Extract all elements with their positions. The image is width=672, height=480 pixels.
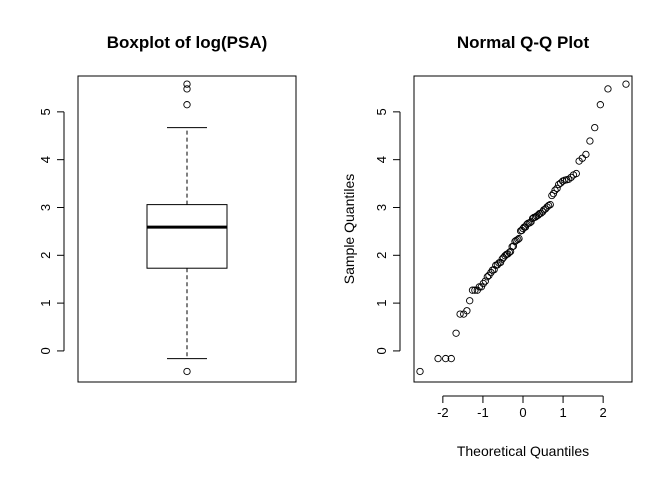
qq-point (604, 85, 612, 93)
boxplot-y-tick-label: 5 (38, 108, 53, 115)
boxplot-outlier (183, 101, 191, 109)
qq-point (572, 169, 580, 178)
qq-point (567, 173, 575, 182)
qq-x-tick-label: 2 (600, 405, 607, 420)
boxplot-box (146, 204, 228, 269)
qq-point (515, 234, 523, 243)
qq-point (596, 101, 604, 109)
qq-point (578, 154, 586, 162)
qq-point (505, 248, 514, 257)
qq-x-axis-label: Theoretical Quantiles (457, 443, 589, 459)
qq-point (582, 150, 590, 159)
qq-point (591, 123, 599, 132)
qq-y-tick-label: 0 (374, 347, 389, 354)
qq-x-tick-label: 1 (559, 405, 566, 420)
qq-title: Normal Q-Q Plot (457, 33, 590, 52)
qq-point (555, 180, 563, 189)
boxplot-y-tick-label: 4 (38, 156, 53, 163)
qq-point (553, 184, 561, 193)
qq-y-tick-label: 2 (374, 252, 389, 259)
boxplot-y-tick-label: 1 (38, 299, 53, 306)
qq-point (548, 191, 556, 200)
qq-point (481, 277, 489, 285)
qq-point (514, 235, 522, 244)
qq-point (442, 354, 450, 363)
qq-point (466, 297, 474, 305)
qq-point (565, 175, 573, 183)
qq-point (586, 137, 594, 145)
boxplot-y-ticks: 0 1 2 3 4 5 (38, 108, 64, 355)
boxplot-outlier (183, 85, 191, 93)
qq-point (509, 242, 518, 250)
qq-y-axis-label: Sample Quantiles (341, 174, 357, 285)
qq-point (479, 279, 487, 288)
qq-point (456, 310, 464, 318)
qq-y-tick-label: 4 (374, 156, 389, 163)
qq-point (551, 186, 559, 194)
boxplot-outlier (183, 80, 191, 88)
qq-y-tick-label: 3 (374, 204, 389, 211)
qq-x-tick-label: -2 (437, 405, 449, 420)
boxplot-outlier (183, 367, 191, 376)
qq-x-tick-label: 0 (519, 405, 526, 420)
qq-point (468, 286, 477, 294)
qq-point (622, 80, 630, 88)
qq-point (549, 189, 558, 198)
qq-x-tick-label: -1 (477, 405, 489, 420)
qq-point (544, 201, 553, 210)
qq-point (452, 329, 460, 337)
boxplot-panel: Boxplot of log(PSA) 0 1 2 3 4 5 (38, 33, 297, 383)
qq-point (546, 200, 554, 209)
qq-y-tick-label: 1 (374, 299, 389, 306)
qq-point (463, 307, 471, 315)
qq-point (483, 273, 491, 281)
qq-points (416, 80, 630, 376)
qq-point (434, 354, 442, 363)
qq-point (447, 354, 455, 363)
qq-plot-frame (413, 75, 633, 383)
qq-panel: Normal Q-Q Plot 0 1 2 3 4 5 -2 -1 0 1 2 Theoretic… (341, 33, 633, 459)
qq-point (416, 367, 424, 376)
boxplot-y-tick-label: 0 (38, 347, 53, 354)
boxplot-plot-frame (77, 75, 297, 383)
boxplot-marks (146, 80, 228, 376)
qq-y-tick-label: 5 (374, 108, 389, 115)
boxplot-y-tick-label: 3 (38, 204, 53, 211)
boxplot-y-tick-label: 2 (38, 252, 53, 259)
qq-y-ticks: 0 1 2 3 4 5 (374, 108, 400, 355)
boxplot-title: Boxplot of log(PSA) (107, 33, 268, 52)
qq-x-ticks: -2 -1 0 1 2 (437, 396, 607, 420)
